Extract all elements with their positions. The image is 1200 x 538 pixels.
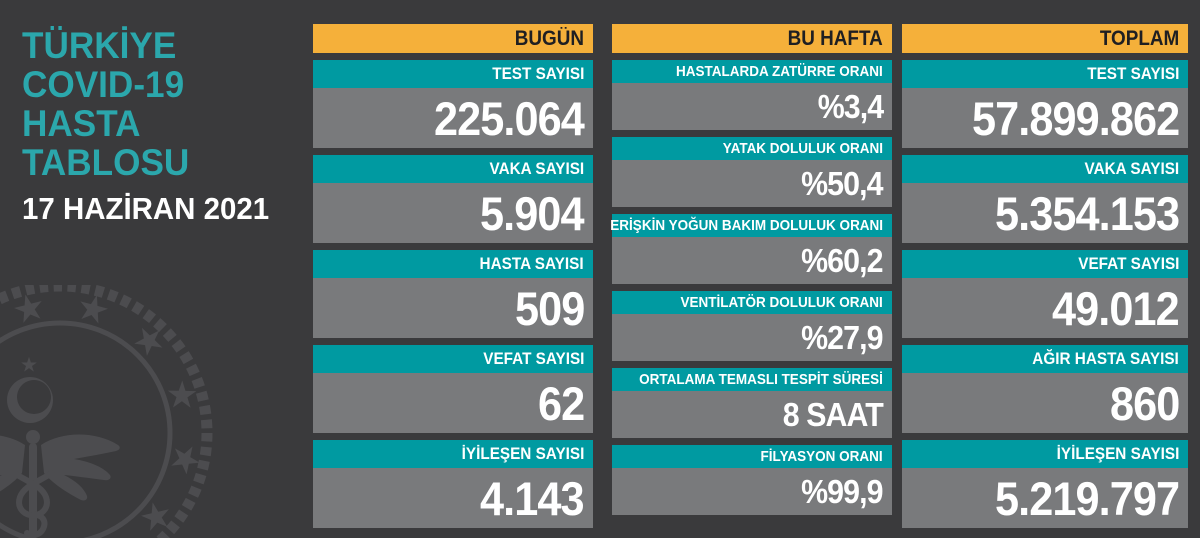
stat-label: VENTİLATÖR DOLULUK ORANI bbox=[680, 294, 883, 311]
dashboard-title: TÜRKİYE COVID-19 HASTA TABLOSU bbox=[22, 26, 189, 182]
column-bugun: BUGÜN TEST SAYISI 225.064 VAKA SAYISI 5.… bbox=[313, 24, 593, 535]
ministry-of-health-logo-watermark bbox=[0, 285, 213, 538]
stat-block-filyasyon-orani: FİLYASYON ORANI %99,9 bbox=[612, 445, 892, 515]
stat-label: TEST SAYISI bbox=[491, 64, 584, 83]
stat-value: 8 SAAT bbox=[782, 395, 884, 433]
stat-value-panel: 49.012 bbox=[902, 278, 1188, 338]
stat-value-panel: %99,9 bbox=[612, 468, 892, 515]
stat-block-vaka-sayisi-toplam: VAKA SAYISI 5.354.153 bbox=[902, 155, 1188, 243]
title-line-1: TÜRKİYE bbox=[22, 25, 177, 66]
stat-label-bar: İYİLEŞEN SAYISI bbox=[313, 440, 593, 468]
stat-label: HASTALARDA ZATÜRRE ORANI bbox=[676, 63, 883, 80]
stat-label-bar: AĞIR HASTA SAYISI bbox=[902, 345, 1188, 373]
stat-label-bar: ERİŞKİN YOĞUN BAKIM DOLULUK ORANI bbox=[610, 214, 892, 237]
stat-value: 5.219.797 bbox=[994, 471, 1180, 525]
stat-label-bar: FİLYASYON ORANI bbox=[612, 445, 892, 468]
stat-value-panel: 225.064 bbox=[313, 88, 593, 148]
stat-value: 225.064 bbox=[434, 91, 585, 145]
stat-value-panel: 5.354.153 bbox=[902, 183, 1188, 243]
stat-value-panel: %3,4 bbox=[612, 83, 892, 130]
stat-block-yatak-doluluk-orani: YATAK DOLULUK ORANI %50,4 bbox=[612, 137, 892, 207]
stat-label-bar: HASTA SAYISI bbox=[313, 250, 593, 278]
stat-block-test-sayisi-bugun: TEST SAYISI 225.064 bbox=[313, 60, 593, 148]
title-line-3: HASTA bbox=[22, 103, 141, 144]
stat-value: %27,9 bbox=[801, 318, 884, 356]
stat-value-panel: 57.899.862 bbox=[902, 88, 1188, 148]
stat-block-iyilesen-sayisi-bugun: İYİLEŞEN SAYISI 4.143 bbox=[313, 440, 593, 528]
stat-label: VEFAT SAYISI bbox=[1077, 254, 1179, 273]
stat-label-bar: TEST SAYISI bbox=[313, 60, 593, 88]
stat-value: 5.904 bbox=[480, 186, 585, 240]
stat-label-bar: VAKA SAYISI bbox=[902, 155, 1188, 183]
stat-label-bar: VENTİLATÖR DOLULUK ORANI bbox=[612, 291, 892, 314]
stat-label: ERİŞKİN YOĞUN BAKIM DOLULUK ORANI bbox=[610, 217, 883, 234]
stat-value: 509 bbox=[514, 281, 585, 335]
stat-value-panel: 860 bbox=[902, 373, 1188, 433]
stat-value: %50,4 bbox=[801, 164, 884, 202]
stat-value-panel: 62 bbox=[313, 373, 593, 433]
stat-value-panel: 8 SAAT bbox=[612, 391, 892, 438]
stat-value: 62 bbox=[537, 376, 585, 430]
stat-label-bar: VAKA SAYISI bbox=[313, 155, 593, 183]
stat-value: %60,2 bbox=[801, 241, 884, 279]
column-header-bugun: BUGÜN bbox=[313, 24, 593, 53]
stat-label-bar: YATAK DOLULUK ORANI bbox=[612, 137, 892, 160]
stat-label: ORTALAMA TEMASLI TESPİT SÜRESİ bbox=[639, 371, 883, 388]
column-header-bu-hafta: BU HAFTA bbox=[612, 24, 892, 53]
stat-label-bar: ORTALAMA TEMASLI TESPİT SÜRESİ bbox=[612, 368, 892, 391]
stat-block-test-sayisi-toplam: TEST SAYISI 57.899.862 bbox=[902, 60, 1188, 148]
stat-value-panel: %60,2 bbox=[612, 237, 892, 284]
report-date: 17 HAZİRAN 2021 bbox=[22, 191, 270, 226]
column-header-label: TOPLAM bbox=[1099, 26, 1179, 50]
stat-label: VEFAT SAYISI bbox=[482, 349, 584, 368]
stat-label: YATAK DOLULUK ORANI bbox=[722, 140, 883, 157]
stat-value: %3,4 bbox=[817, 87, 883, 125]
stat-block-temasli-tespit-suresi: ORTALAMA TEMASLI TESPİT SÜRESİ 8 SAAT bbox=[612, 368, 892, 438]
stat-label: VAKA SAYISI bbox=[1084, 159, 1179, 178]
stat-value: 5.354.153 bbox=[994, 186, 1180, 240]
column-header-toplam: TOPLAM bbox=[902, 24, 1188, 53]
stat-value-panel: 5.904 bbox=[313, 183, 593, 243]
stat-block-agir-hasta-sayisi-toplam: AĞIR HASTA SAYISI 860 bbox=[902, 345, 1188, 433]
stat-value-panel: 4.143 bbox=[313, 468, 593, 528]
column-bu-hafta: BU HAFTA HASTALARDA ZATÜRRE ORANI %3,4 Y… bbox=[610, 24, 892, 535]
stat-value: 4.143 bbox=[480, 471, 585, 525]
stat-value: %99,9 bbox=[801, 472, 884, 510]
stat-block-vefat-sayisi-bugun: VEFAT SAYISI 62 bbox=[313, 345, 593, 433]
stat-block-vaka-sayisi-bugun: VAKA SAYISI 5.904 bbox=[313, 155, 593, 243]
stat-label-bar: İYİLEŞEN SAYISI bbox=[902, 440, 1188, 468]
stat-value-panel: 509 bbox=[313, 278, 593, 338]
stat-value-panel: 5.219.797 bbox=[902, 468, 1188, 528]
stat-columns: BUGÜN TEST SAYISI 225.064 VAKA SAYISI 5.… bbox=[313, 24, 1188, 535]
title-line-4: TABLOSU bbox=[22, 142, 190, 183]
column-header-label: BUGÜN bbox=[514, 26, 584, 50]
stat-value: 49.012 bbox=[1052, 281, 1180, 335]
stat-block-yogun-bakim-doluluk-orani: ERİŞKİN YOĞUN BAKIM DOLULUK ORANI %60,2 bbox=[610, 214, 892, 284]
stat-label-bar: HASTALARDA ZATÜRRE ORANI bbox=[612, 60, 892, 83]
stat-label: FİLYASYON ORANI bbox=[760, 448, 883, 465]
stat-label: HASTA SAYISI bbox=[479, 254, 584, 273]
stat-block-ventilator-doluluk-orani: VENTİLATÖR DOLULUK ORANI %27,9 bbox=[612, 291, 892, 361]
stat-block-vefat-sayisi-toplam: VEFAT SAYISI 49.012 bbox=[902, 250, 1188, 338]
stat-label: İYİLEŞEN SAYISI bbox=[461, 444, 584, 463]
stat-label-bar: VEFAT SAYISI bbox=[902, 250, 1188, 278]
title-line-2: COVID-19 bbox=[22, 64, 185, 105]
stat-value-panel: %27,9 bbox=[612, 314, 892, 361]
stat-label: AĞIR HASTA SAYISI bbox=[1032, 349, 1179, 368]
column-header-label: BU HAFTA bbox=[787, 26, 883, 50]
stat-value-panel: %50,4 bbox=[612, 160, 892, 207]
stat-block-zaturre-orani: HASTALARDA ZATÜRRE ORANI %3,4 bbox=[612, 60, 892, 130]
stat-value: 57.899.862 bbox=[971, 91, 1180, 145]
stat-value: 860 bbox=[1109, 376, 1180, 430]
stat-label: TEST SAYISI bbox=[1086, 64, 1179, 83]
stat-label-bar: VEFAT SAYISI bbox=[313, 345, 593, 373]
stat-label: VAKA SAYISI bbox=[489, 159, 584, 178]
stat-label-bar: TEST SAYISI bbox=[902, 60, 1188, 88]
stat-block-iyilesen-sayisi-toplam: İYİLEŞEN SAYISI 5.219.797 bbox=[902, 440, 1188, 528]
column-toplam: TOPLAM TEST SAYISI 57.899.862 VAKA SAYIS… bbox=[902, 24, 1188, 535]
stat-block-hasta-sayisi-bugun: HASTA SAYISI 509 bbox=[313, 250, 593, 338]
stat-label: İYİLEŞEN SAYISI bbox=[1056, 444, 1179, 463]
